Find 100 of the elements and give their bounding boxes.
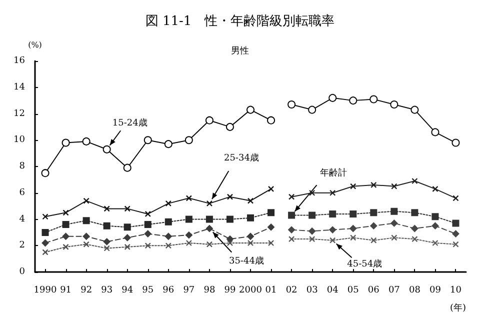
point (42, 239, 49, 246)
point (391, 234, 398, 241)
y-tick-label: 0 (19, 267, 26, 277)
point (370, 95, 378, 104)
point (410, 106, 419, 114)
point (308, 190, 316, 196)
x-tick-label: 10 (450, 286, 462, 296)
point (390, 100, 398, 109)
point (42, 214, 48, 220)
point (246, 106, 254, 114)
point (370, 209, 378, 216)
point (370, 222, 378, 230)
point (226, 194, 234, 200)
point (62, 244, 69, 250)
x-tick-label: 96 (162, 286, 174, 296)
point (164, 232, 172, 240)
point (124, 234, 131, 242)
point (103, 222, 110, 230)
annotation: 35-44歳 (228, 255, 264, 266)
point (412, 236, 418, 242)
point (82, 137, 90, 146)
y-tick-label: 16 (14, 56, 26, 66)
point (83, 198, 90, 204)
point (186, 240, 192, 246)
point (226, 236, 234, 243)
point (186, 195, 192, 202)
point (370, 237, 377, 244)
y-tick-label: 10 (14, 135, 26, 146)
point (247, 232, 254, 240)
point (308, 236, 316, 242)
point (308, 228, 316, 235)
point (329, 226, 336, 234)
point (432, 213, 439, 220)
point (165, 200, 172, 207)
point (206, 216, 213, 223)
point (82, 217, 90, 224)
point (268, 224, 275, 231)
point (349, 96, 358, 105)
point (144, 242, 151, 249)
x-tick-label: 01 (265, 286, 277, 296)
point (247, 198, 254, 204)
point (328, 94, 337, 102)
point (308, 106, 316, 114)
point (123, 164, 132, 172)
point (144, 210, 151, 218)
point (62, 138, 70, 147)
point (370, 182, 377, 188)
annotation: 45-54歳 (347, 258, 382, 270)
point (41, 169, 50, 178)
x-tick-label: 03 (306, 286, 318, 296)
point (288, 226, 296, 234)
point (206, 200, 213, 207)
y-tick-label: 6 (19, 188, 26, 198)
point (206, 241, 213, 248)
point (452, 138, 460, 147)
point (432, 222, 439, 230)
point (411, 224, 418, 232)
point (62, 221, 70, 228)
point (288, 100, 296, 109)
point (411, 209, 418, 216)
annotation: 年齢計 (320, 167, 348, 178)
point (268, 186, 274, 192)
point (391, 183, 398, 190)
point (226, 216, 234, 223)
point (288, 212, 296, 219)
point (144, 230, 152, 238)
x-tick-label: 92 (80, 286, 92, 296)
point (247, 214, 254, 222)
point (350, 183, 356, 190)
point (247, 240, 254, 246)
y-tick-label: 8 (19, 162, 26, 172)
x-tick-label: 02 (286, 286, 298, 296)
point (226, 240, 234, 246)
point (329, 237, 336, 244)
x-tick-label: 2000 (239, 286, 262, 296)
point (83, 241, 90, 248)
point (452, 241, 459, 248)
chart-title: 図 11-1 性・年齢階級別転職率 (145, 13, 335, 29)
annotation: 15-24歳 (112, 117, 148, 128)
x-tick-label: 09 (429, 286, 442, 296)
y-tick-label: 4 (19, 214, 26, 224)
point (144, 136, 152, 144)
y-tick-label: 12 (14, 108, 25, 119)
point (267, 116, 276, 124)
point (206, 224, 213, 232)
x-tick-label: 1990 (34, 286, 57, 296)
point (432, 186, 438, 192)
x-tick-label: 98 (204, 286, 216, 296)
point (205, 116, 214, 124)
point (452, 195, 459, 202)
x-tick-label: 95 (142, 286, 154, 296)
point (452, 220, 460, 227)
point (226, 122, 234, 131)
point (82, 232, 90, 240)
point (412, 178, 418, 184)
point (164, 140, 172, 148)
point (185, 232, 192, 239)
point (308, 212, 316, 219)
point (104, 245, 110, 252)
point (329, 210, 336, 218)
